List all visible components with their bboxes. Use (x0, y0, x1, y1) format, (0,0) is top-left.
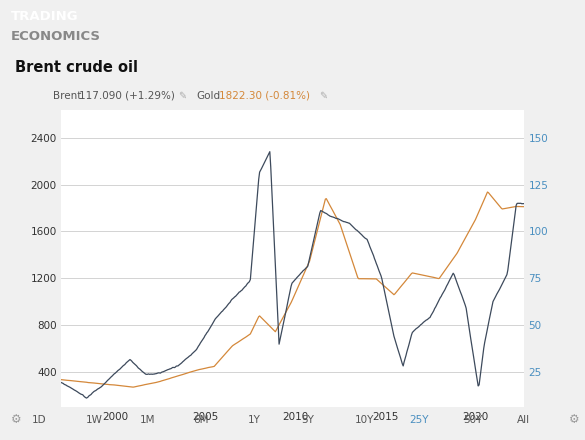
Text: 1W: 1W (86, 414, 103, 425)
Text: Brent: Brent (53, 91, 81, 101)
Text: Brent crude oil: Brent crude oil (15, 60, 137, 75)
Text: 25Y: 25Y (409, 414, 428, 425)
Text: 50Y: 50Y (463, 414, 482, 425)
Text: 5Y: 5Y (301, 414, 314, 425)
Text: 117.090 (+1.29%): 117.090 (+1.29%) (79, 91, 175, 101)
Text: 1822.30 (-0.81%): 1822.30 (-0.81%) (219, 91, 311, 101)
Text: ✎: ✎ (178, 91, 187, 101)
Text: 1Y: 1Y (247, 414, 260, 425)
Text: ECONOMICS: ECONOMICS (11, 30, 101, 43)
Text: All: All (517, 414, 529, 425)
Text: 6M: 6M (194, 414, 209, 425)
Text: Gold: Gold (196, 91, 220, 101)
Text: 10Y: 10Y (355, 414, 374, 425)
Text: 1M: 1M (140, 414, 155, 425)
Text: ✎: ✎ (319, 91, 327, 101)
Text: ⚙: ⚙ (11, 413, 21, 426)
Text: ⚙: ⚙ (569, 413, 579, 426)
Text: TRADING: TRADING (11, 10, 78, 23)
Text: 1D: 1D (32, 414, 47, 425)
